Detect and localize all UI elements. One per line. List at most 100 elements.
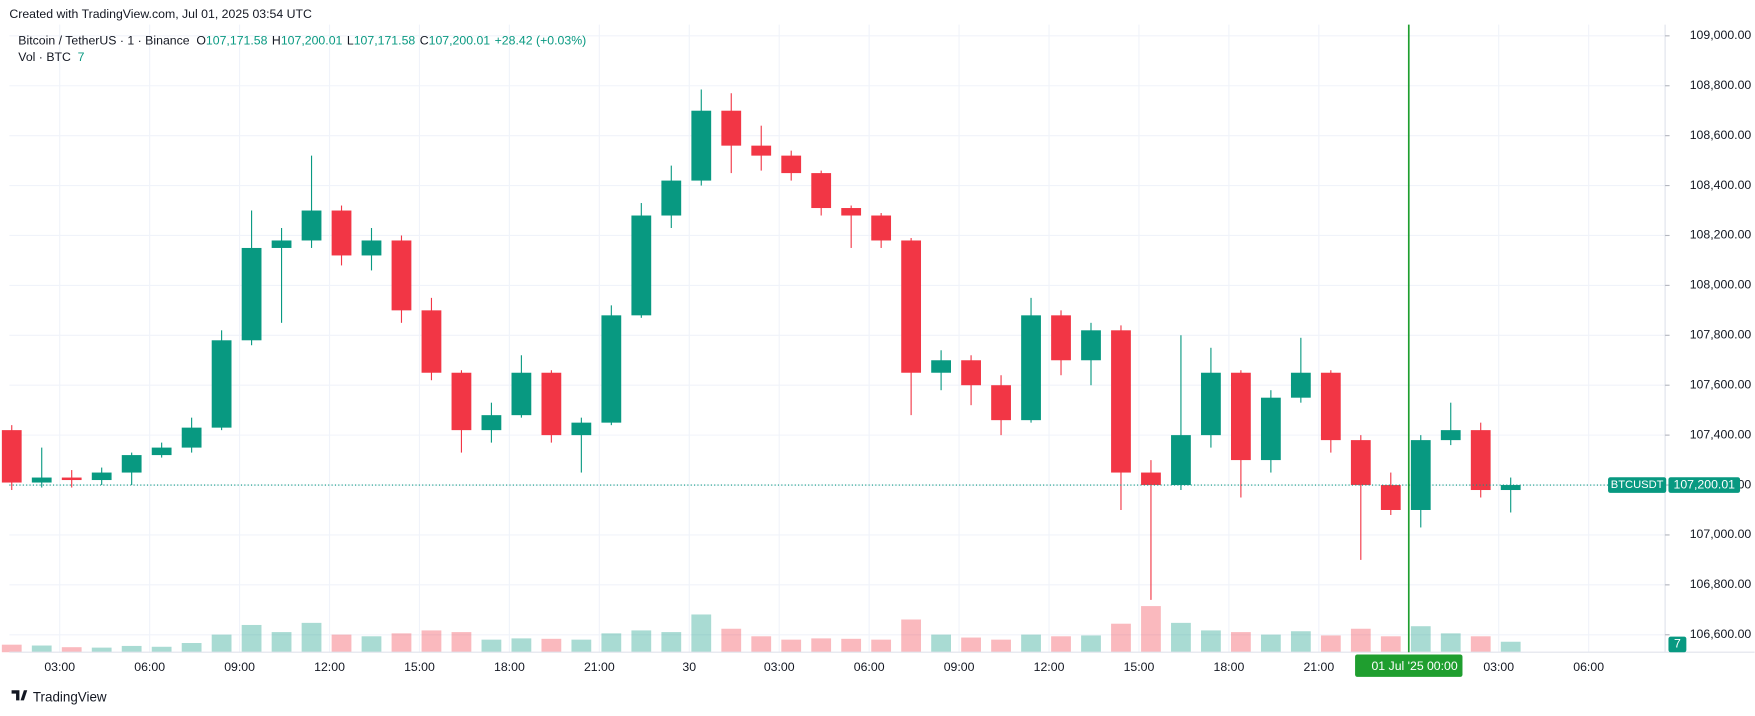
candle-body bbox=[451, 372, 472, 431]
y-tick-label: 107,800.00 bbox=[1690, 328, 1752, 342]
symbol-tag bbox=[1608, 477, 1667, 493]
candle-body bbox=[301, 210, 322, 241]
candle-body bbox=[991, 385, 1011, 421]
x-tick-label: 06:00 bbox=[134, 660, 165, 674]
legend: Bitcoin / TetherUS · 1 · Binance O107,171… bbox=[18, 34, 586, 48]
x-tick-label: 12:00 bbox=[1034, 660, 1065, 674]
candle-body bbox=[1021, 315, 1041, 421]
candle-body bbox=[331, 210, 352, 256]
y-tick-label: 108,000.00 bbox=[1690, 278, 1752, 292]
volume-bar bbox=[271, 632, 292, 653]
candle-body bbox=[481, 415, 502, 431]
change: +28.42 (+0.03%) bbox=[495, 34, 587, 48]
candle-body bbox=[1, 430, 22, 483]
x-tick-label: 03:00 bbox=[764, 660, 795, 674]
x-tick-label: 03:00 bbox=[1483, 660, 1514, 674]
candle-body bbox=[421, 310, 442, 373]
x-tick-label: 06:00 bbox=[854, 660, 885, 674]
candle-body bbox=[751, 145, 772, 156]
volume-bar bbox=[1290, 631, 1311, 653]
candle-body bbox=[1051, 315, 1071, 361]
volume-bar bbox=[1470, 636, 1491, 653]
volume-label: Vol · BTC bbox=[18, 50, 71, 64]
volume-bar bbox=[1171, 622, 1191, 653]
volume-bar bbox=[331, 634, 352, 653]
candle-body bbox=[1380, 485, 1401, 510]
price-tag-text: 107,200.01 bbox=[1673, 477, 1735, 491]
candle-body bbox=[721, 110, 742, 146]
crosshair-time: 00:00 bbox=[1427, 659, 1458, 673]
volume-bar bbox=[391, 633, 412, 653]
candle-body bbox=[571, 422, 592, 436]
volume-bar bbox=[481, 639, 502, 653]
plot bbox=[1, 24, 1666, 653]
candle-body bbox=[511, 372, 532, 416]
y-tick-label: 106,800.00 bbox=[1690, 577, 1752, 591]
footer: TradingView bbox=[33, 690, 107, 705]
volume-bar bbox=[301, 622, 322, 653]
volume-bar bbox=[811, 638, 832, 653]
volume-bar bbox=[781, 639, 802, 653]
volume-bar bbox=[61, 647, 82, 653]
candle-body bbox=[871, 215, 892, 241]
x-tick-label: 30 bbox=[682, 660, 696, 674]
candle-body bbox=[691, 110, 712, 181]
volume-bar bbox=[91, 647, 112, 653]
volume-tag-text: 7 bbox=[1674, 637, 1681, 651]
ohlc-key: H bbox=[272, 34, 281, 48]
volume-bar bbox=[541, 638, 562, 653]
candle-body bbox=[121, 455, 142, 473]
volume-bar bbox=[661, 632, 682, 653]
candle-body bbox=[1350, 440, 1371, 486]
volume-bar bbox=[691, 614, 712, 653]
x-tick-label: 15:00 bbox=[1124, 660, 1155, 674]
volume-bar bbox=[601, 633, 622, 653]
candle-body bbox=[1260, 397, 1281, 461]
candle-body bbox=[271, 240, 292, 248]
ohlc-key: L bbox=[347, 34, 354, 48]
symbol-tag-text: BTCUSDT bbox=[1611, 479, 1664, 491]
logo bbox=[11, 690, 28, 701]
volume-legend: Vol · BTC 7 bbox=[18, 50, 84, 64]
volume-bar bbox=[991, 639, 1011, 653]
x-tick-label: 21:00 bbox=[1303, 660, 1334, 674]
volume-bar bbox=[361, 636, 382, 653]
candle-body bbox=[1440, 430, 1461, 441]
candle-body bbox=[361, 240, 382, 256]
ohlc-value: 107,171.58 bbox=[206, 34, 268, 48]
candle-body bbox=[631, 215, 652, 316]
x-tick-label: 12:00 bbox=[314, 660, 345, 674]
candle-body bbox=[61, 477, 82, 481]
candle-body bbox=[931, 360, 951, 373]
candle-body bbox=[151, 447, 172, 456]
ohlc-key: O bbox=[196, 34, 206, 48]
candle-body bbox=[781, 155, 802, 174]
crosshair-tag bbox=[1355, 654, 1463, 677]
x-tick-label: 06:00 bbox=[1573, 660, 1604, 674]
candle-body bbox=[1290, 372, 1311, 398]
volume-tag bbox=[1668, 636, 1687, 653]
volume-bar bbox=[1051, 636, 1071, 653]
ohlc-value: 107,200.01 bbox=[429, 34, 491, 48]
candle-body bbox=[1470, 430, 1491, 491]
volume-bar bbox=[181, 643, 202, 653]
candle-body bbox=[541, 372, 562, 436]
y-tick-label: 108,200.00 bbox=[1690, 228, 1752, 242]
crosshair-date: 01 Jul '25 bbox=[1371, 659, 1423, 673]
volume-bar bbox=[1440, 633, 1461, 653]
ohlc-value: 107,200.01 bbox=[281, 34, 343, 48]
volume-bar bbox=[1350, 628, 1371, 653]
candle-body bbox=[961, 360, 981, 386]
x-tick-label: 21:00 bbox=[584, 660, 615, 674]
x-tick-label: 18:00 bbox=[494, 660, 525, 674]
volume-bar bbox=[751, 636, 772, 653]
candle-body bbox=[1081, 330, 1101, 361]
ohlc-value: 107,171.58 bbox=[354, 34, 416, 48]
volume-bar bbox=[571, 639, 592, 653]
candle-body bbox=[1410, 440, 1431, 510]
candle-body bbox=[661, 180, 682, 216]
candle-body bbox=[181, 427, 202, 448]
volume-bar bbox=[241, 624, 262, 653]
candle-body bbox=[841, 208, 862, 216]
